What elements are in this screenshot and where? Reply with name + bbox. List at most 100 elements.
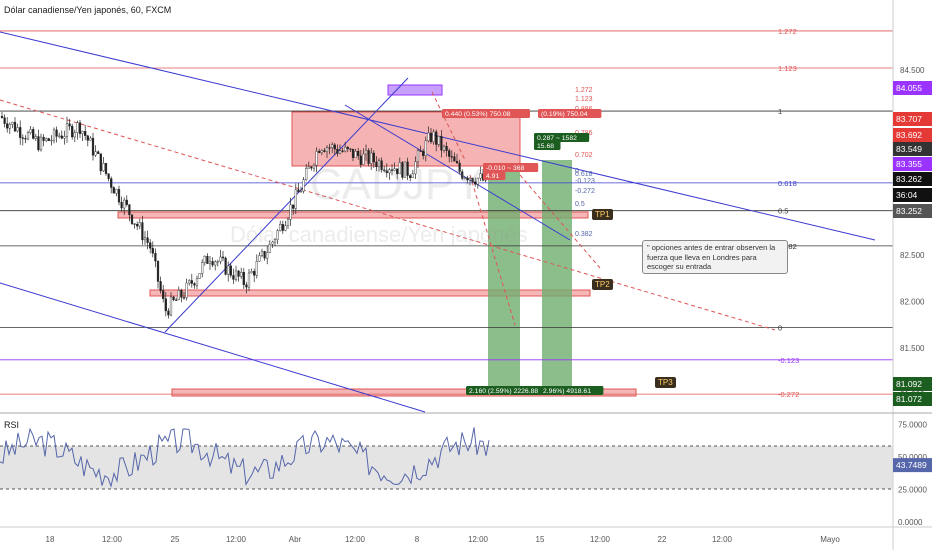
annotation-note[interactable]: " opciones antes de entrar observen la f… [642,240,788,274]
tp3-zone [171,388,637,397]
candle-body [76,122,79,133]
candle-body [455,161,459,164]
inner-fib-label: 0.618 [575,171,593,178]
inner-fib-label: -0.272 [575,188,595,195]
candle-body [50,139,53,142]
candle-body [240,272,243,277]
measure-label-bg [483,171,506,180]
x-tick-label: 12:00 [102,535,123,544]
candle-body [474,181,477,185]
candle-body [193,283,196,286]
price-tag-label: 84.055 [896,83,922,93]
fib-label: 1.272 [778,27,797,36]
candle-body [372,152,375,163]
candle-body [237,270,240,277]
price-tag [893,81,932,95]
time-axis[interactable]: 18 12:00 25 12:00 Abr 12:00 8 12:00 15 12:00 22 12:… [0,526,932,544]
candle-body [16,127,19,132]
measure-label-bg [483,163,539,172]
x-tick-label: 25 [171,535,180,544]
chart-title: Dólar canadiense/Yen japonés, 60, FXCM [4,5,172,15]
price-tag-label: 83.252 [896,206,922,216]
candle-body [73,132,76,138]
candle-body [292,204,295,209]
candle-body [370,152,373,164]
candle-body [367,150,370,164]
candle-body [138,222,141,227]
tp2-label: TP2 [592,279,613,290]
candle-body [351,148,355,158]
y-tick-label: 84.500 [900,66,925,75]
candle-body [281,224,284,231]
candle-body [362,153,365,165]
measure-label: 0.440 (0.53%) 750.08 [445,111,511,118]
candle-body [91,137,95,156]
projection-arrow-1 [469,174,516,326]
candle-body [234,270,238,280]
candle-body [263,251,266,259]
candle-body [388,169,391,174]
measure-label-bg [442,109,530,118]
purple-box [387,84,443,96]
candle-body [354,151,357,158]
candle-body [266,252,269,259]
candle-body [250,271,253,274]
candle-body [411,173,414,178]
candle-body [310,166,313,169]
candle-body [424,140,427,156]
candle-body [175,299,178,301]
candle-body [463,177,466,179]
candle-body [442,146,446,151]
trend-line-upper [0,31,876,241]
candle-body [143,237,147,241]
candle-body [130,214,134,224]
measure-label: 2.96%) 4918.61 [543,388,591,395]
rsi-pane: 75.0000 50.0000 25.0000 0.0000 43.7489 [0,412,932,527]
tp1-label: TP1 [592,209,613,220]
candle-body [344,146,347,152]
rsi-band [0,446,893,489]
candle-body [294,189,297,209]
candle-body [58,135,61,137]
candle-body [466,177,469,181]
candle-body [440,135,443,151]
candle-body [242,272,245,285]
candle-body [479,173,482,179]
trend-line-lower [0,282,426,413]
candle-body [42,136,45,141]
candle-body [146,237,149,243]
measure-label-bg [540,386,604,395]
candle-body [245,284,248,288]
price-tag [893,112,932,126]
candle-body [414,161,417,175]
tp1-zone [117,211,589,219]
candle-body [406,161,409,176]
candle-body [268,244,271,253]
y-tick-label: 82.500 [900,251,925,260]
candle-body [117,189,121,203]
candle-body [221,256,225,259]
candle-body [78,122,82,134]
candle-body [476,177,479,185]
x-tick-label: 22 [658,535,667,544]
candle-body [336,148,339,154]
candle-body [182,297,186,299]
inner-fib-label: 0.5 [575,201,585,208]
candle-body [154,252,157,262]
candle-body [195,278,199,286]
candle-body [19,127,22,138]
candle-body [338,150,342,154]
fib-label: -0.272 [778,390,799,399]
candle-body [333,144,336,150]
x-tick-label: 8 [415,535,420,544]
candle-body [190,280,193,284]
candle-body [422,150,425,156]
candle-body [32,129,35,139]
candle-body [229,265,232,276]
candle-body [71,125,74,138]
red-range-box [291,111,521,167]
candle-body [45,138,48,141]
candle-body [247,272,251,288]
x-tick-label: 18 [46,535,55,544]
